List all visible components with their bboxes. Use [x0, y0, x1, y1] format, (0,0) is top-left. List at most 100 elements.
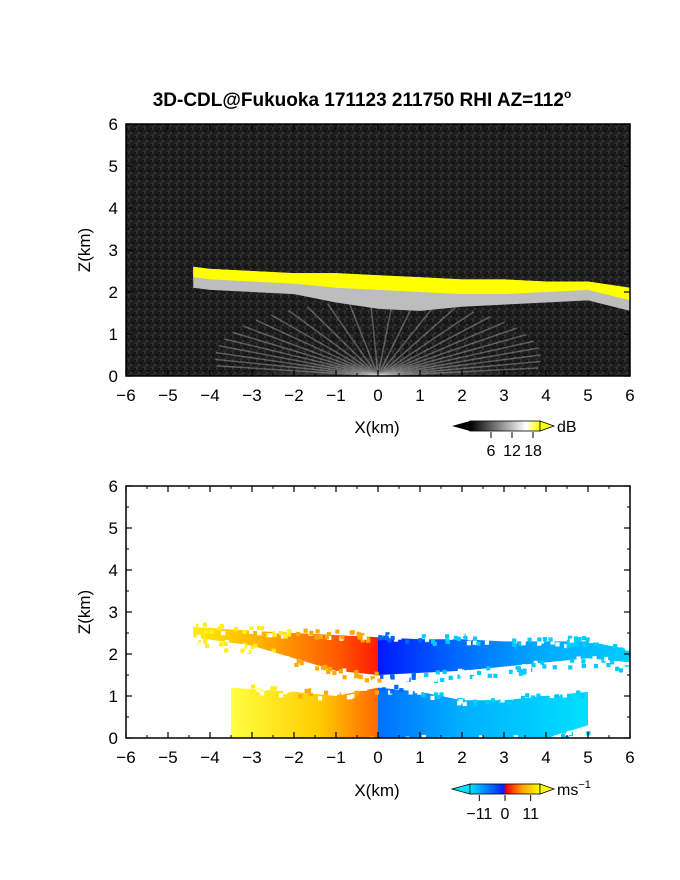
velocity-cell: [485, 700, 490, 705]
velocity-cell: [566, 639, 572, 644]
velocity-cell: [354, 669, 359, 675]
velocity-cell: [574, 642, 579, 647]
velocity-cell: [472, 636, 478, 641]
clutter-ray: [215, 351, 379, 376]
velocity-cell: [387, 634, 392, 640]
velocity-cell: [576, 733, 581, 738]
velocity-cell: [209, 629, 214, 635]
velocity-cell: [500, 698, 505, 703]
velocity-cell: [592, 656, 597, 661]
clutter-ray: [377, 327, 518, 376]
velocity-x-tick-label: 0: [373, 748, 382, 767]
velocity-cell: [196, 640, 201, 645]
velocity-cell: [542, 637, 547, 642]
velocity-cell: [242, 642, 247, 647]
velocity-cell: [512, 638, 517, 643]
velocity-cell: [619, 647, 624, 652]
reflectivity-y-tick-label: 5: [109, 157, 118, 176]
velocity-cell: [550, 640, 555, 645]
reflectivity-y-tick-label: 1: [109, 325, 118, 344]
velocity-cell: [204, 643, 210, 648]
velocity-x-ticks: −6 −5 −4 −3 −2 −1 0 1 2 3 4 5 6: [116, 486, 635, 767]
velocity-cell: [528, 745, 532, 749]
velocity-cell: [448, 675, 453, 680]
velocity-cell: [387, 638, 392, 643]
velocity-cell: [337, 694, 342, 699]
velocity-cell: [249, 626, 254, 631]
velocity-cell: [253, 643, 258, 648]
velocity-cell: [480, 674, 485, 679]
velocity-cell: [576, 656, 581, 661]
clutter-ray: [377, 340, 534, 376]
velocity-cell: [262, 686, 267, 691]
velocity-cell: [525, 740, 529, 744]
velocity-cell: [603, 662, 608, 667]
velocity-cell: [241, 624, 246, 629]
velocity-cell: [394, 684, 399, 689]
velocity-cell: [531, 663, 536, 668]
velocity-cell: [272, 686, 278, 691]
velocity-cell: [470, 743, 474, 747]
velocity-cell: [209, 623, 214, 628]
velocity-cell: [613, 644, 618, 649]
velocity-y-ticks: 0 1 2 3 4 5 6: [109, 477, 630, 748]
velocity-cell: [615, 649, 620, 654]
velocity-cell: [552, 739, 556, 743]
velocity-cell: [250, 645, 255, 651]
velocity-x-tick-label: 4: [541, 748, 550, 767]
velocity-cell: [540, 660, 545, 665]
reflectivity-x-axis-label: X(km): [354, 418, 399, 437]
velocity-cell: [305, 664, 310, 669]
velocity-cell: [493, 673, 498, 678]
velocity-cell: [466, 641, 471, 646]
velocity-cell: [351, 678, 356, 683]
velocity-cell: [308, 692, 313, 697]
clutter-ray: [218, 345, 379, 376]
velocity-cell: [234, 626, 239, 632]
clutter-ray: [255, 319, 379, 376]
velocity-cell: [466, 669, 471, 675]
velocity-cell: [318, 634, 323, 640]
velocity-x-tick-label: −4: [200, 748, 219, 767]
velocity-cell: [518, 668, 523, 673]
velocity-cell: [304, 688, 309, 694]
velocity-cell: [224, 648, 229, 653]
velocity-cell: [434, 692, 439, 697]
velocity-cell: [457, 674, 462, 679]
chart-title: 3D-CDL@Fukuoka 171123 211750 RHI AZ=112o: [153, 87, 572, 111]
velocity-cell: [315, 629, 320, 634]
velocity-cell: [484, 640, 490, 645]
velocity-cell: [540, 695, 545, 701]
velocity-cell: [453, 635, 458, 640]
velocity-cell: [370, 676, 375, 681]
velocity-cell: [476, 641, 481, 646]
velocity-y-tick-label: 6: [109, 477, 118, 496]
velocity-cell: [349, 739, 353, 743]
velocity-cell: [259, 649, 264, 655]
reflectivity-x-tick-label: −2: [284, 386, 303, 405]
colorbar-unit: dB: [557, 419, 577, 436]
clutter-ray: [377, 311, 474, 376]
velocity-cell: [219, 624, 225, 629]
velocity-cell: [287, 629, 292, 634]
velocity-y-axis-label: Z(km): [75, 590, 94, 634]
velocity-cell: [537, 641, 542, 646]
colorbar-tick-label: −11: [466, 806, 492, 823]
reflectivity-y-axis-label: Z(km): [75, 228, 94, 272]
velocity-cell: [299, 661, 304, 666]
velocity-cell: [343, 741, 347, 745]
velocity-cell: [233, 682, 238, 687]
velocity-cell: [622, 663, 627, 668]
velocity-cell: [521, 695, 526, 700]
velocity-cell: [397, 635, 402, 640]
ground-clutter-rays: [215, 300, 541, 376]
velocity-cell: [411, 672, 416, 677]
velocity-cell: [582, 643, 587, 648]
velocity-cell: [270, 686, 275, 691]
velocity-cell: [542, 664, 547, 669]
velocity-cell: [457, 668, 462, 673]
velocity-cell: [503, 636, 508, 641]
velocity-cell: [359, 685, 364, 691]
lower-layer-receding: [378, 687, 588, 738]
